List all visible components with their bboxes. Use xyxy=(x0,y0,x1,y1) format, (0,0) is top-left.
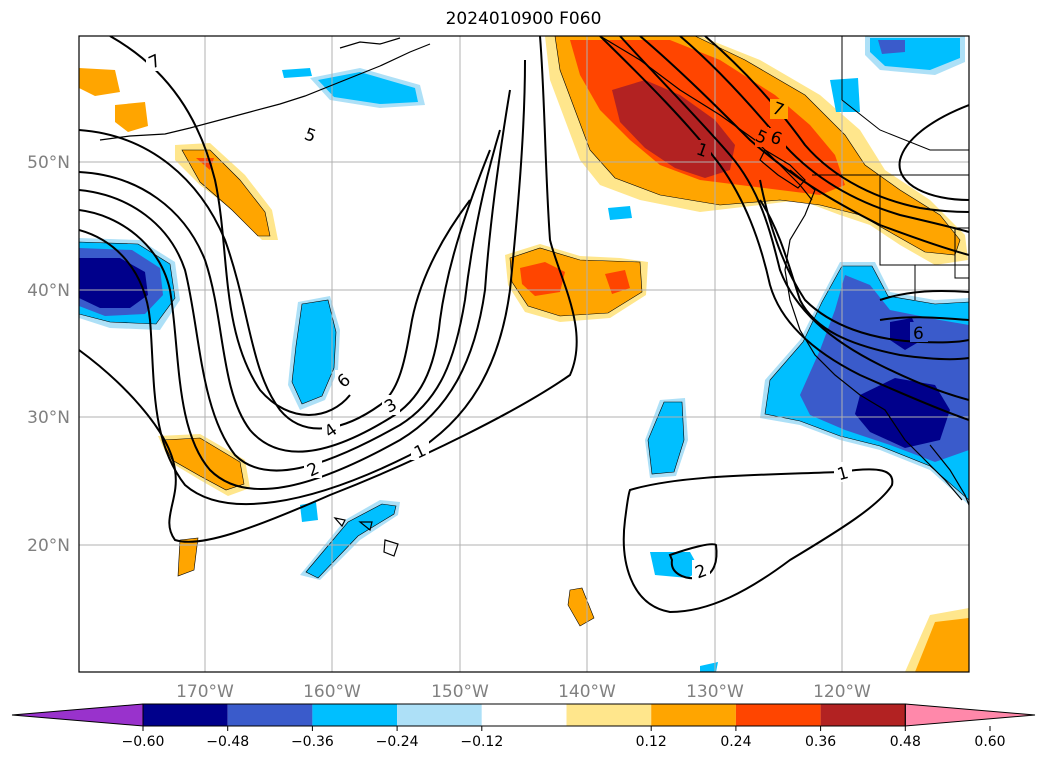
negative-anomaly-region xyxy=(830,78,860,112)
colorbar-swatch xyxy=(143,704,228,726)
lat-label: 40°N xyxy=(27,281,70,301)
positive-anomaly-region xyxy=(178,538,198,576)
colorbar-swatch xyxy=(227,704,313,726)
lat-label: 20°N xyxy=(27,536,70,556)
negative-anomaly-region xyxy=(318,72,418,104)
colorbar-swatch xyxy=(735,704,821,726)
negative-anomaly-region xyxy=(648,402,684,474)
contour-label: 6 xyxy=(913,324,924,344)
lon-label: 140°W xyxy=(558,682,616,702)
colorbar-tick-label: 0.48 xyxy=(890,734,921,750)
negative-anomaly-region xyxy=(700,662,718,672)
colorbar-tick-label: 0.36 xyxy=(805,734,836,750)
colorbar-swatch xyxy=(651,704,736,726)
map-title: 2024010900 F060 xyxy=(445,9,602,29)
lon-label: 130°W xyxy=(686,682,744,702)
colorbar-swatch xyxy=(397,704,482,726)
negative-anomaly-region xyxy=(292,300,336,404)
negative-anomaly-region xyxy=(878,40,905,54)
colorbar-swatch xyxy=(312,704,398,726)
colorbar-tick-label: −0.24 xyxy=(376,734,419,750)
colorbar-tick-label: 0.12 xyxy=(636,734,667,750)
positive-anomaly-region xyxy=(915,618,969,672)
lon-label: 150°W xyxy=(431,682,489,702)
colorbar-tick-label: 0.60 xyxy=(974,734,1005,750)
negative-anomaly-region xyxy=(306,504,396,578)
colorbar-frame xyxy=(142,703,906,727)
political-borders xyxy=(812,36,969,300)
contour-labels: 7 5 6 3 4 2 1 7 6 5 1 6 1 2 xyxy=(146,51,928,583)
height-contours xyxy=(79,36,969,614)
lat-label: 50°N xyxy=(27,153,70,173)
contour-label: 1 xyxy=(835,463,851,485)
colorbar-over-arrow xyxy=(904,703,1036,727)
latitude-labels: 50°N 40°N 30°N 20°N xyxy=(27,153,70,556)
negative-anomaly-region xyxy=(855,378,950,448)
positive-anomaly-region xyxy=(115,102,148,132)
colorbar-tick-label: −0.60 xyxy=(122,734,165,750)
lon-label: 160°W xyxy=(303,682,361,702)
negative-anomaly-region xyxy=(650,552,700,578)
anomaly-outlines xyxy=(79,36,969,627)
positive-anomaly-region xyxy=(182,150,270,236)
colorbar-swatch xyxy=(566,704,652,726)
negative-anomaly-region xyxy=(79,258,148,308)
colorbar-swatch xyxy=(481,704,567,726)
lat-label: 30°N xyxy=(27,408,70,428)
negative-anomaly-region xyxy=(282,68,312,78)
colorbar-swatch xyxy=(820,704,906,726)
colorbar-tick-label: −0.48 xyxy=(206,734,249,750)
negative-anomaly-region xyxy=(608,206,632,220)
lon-label: 120°W xyxy=(813,682,871,702)
colorbar-tick-label: −0.12 xyxy=(460,734,503,750)
colorbar-tick-label: −0.36 xyxy=(291,734,334,750)
colorbar-tick-label: 0.24 xyxy=(720,734,751,750)
lon-label: 170°W xyxy=(176,682,234,702)
plot-frame xyxy=(78,35,970,673)
positive-anomaly-region xyxy=(162,438,244,490)
colorbar: −0.60 −0.48 −0.36 −0.24 −0.12 0.12 0.24 0.36 0.4… xyxy=(11,703,1036,750)
positive-anomaly-region xyxy=(79,68,120,96)
positive-anomaly-region xyxy=(605,270,630,294)
positive-anomaly-region xyxy=(520,262,565,296)
colorbar-under-arrow xyxy=(11,703,144,727)
longitude-labels: 170°W 160°W 150°W 140°W 130°W 120°W xyxy=(176,682,871,702)
